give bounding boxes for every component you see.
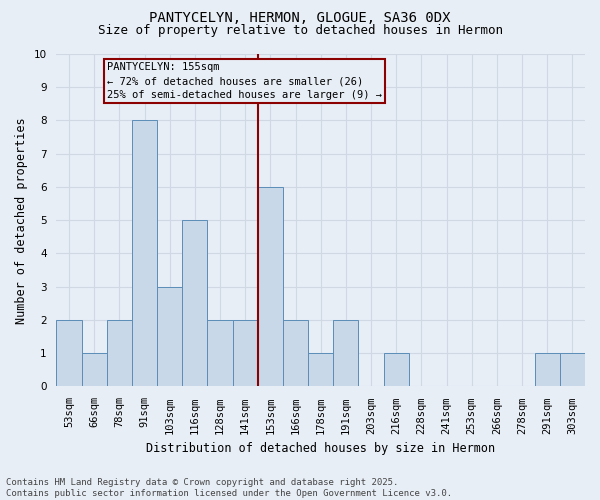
Bar: [107, 320, 132, 386]
Bar: [258, 187, 283, 386]
Bar: [283, 320, 308, 386]
X-axis label: Distribution of detached houses by size in Hermon: Distribution of detached houses by size …: [146, 442, 495, 455]
Bar: [132, 120, 157, 386]
Text: PANTYCELYN, HERMON, GLOGUE, SA36 0DX: PANTYCELYN, HERMON, GLOGUE, SA36 0DX: [149, 11, 451, 25]
Y-axis label: Number of detached properties: Number of detached properties: [15, 117, 28, 324]
Bar: [56, 320, 82, 386]
Bar: [82, 353, 107, 386]
Bar: [157, 286, 182, 386]
Bar: [560, 353, 585, 386]
Bar: [182, 220, 208, 386]
Text: Size of property relative to detached houses in Hermon: Size of property relative to detached ho…: [97, 24, 503, 37]
Bar: [333, 320, 358, 386]
Bar: [308, 353, 333, 386]
Text: Contains HM Land Registry data © Crown copyright and database right 2025.
Contai: Contains HM Land Registry data © Crown c…: [6, 478, 452, 498]
Bar: [208, 320, 233, 386]
Bar: [233, 320, 258, 386]
Text: PANTYCELYN: 155sqm
← 72% of detached houses are smaller (26)
25% of semi-detache: PANTYCELYN: 155sqm ← 72% of detached hou…: [107, 62, 382, 100]
Bar: [535, 353, 560, 386]
Bar: [383, 353, 409, 386]
